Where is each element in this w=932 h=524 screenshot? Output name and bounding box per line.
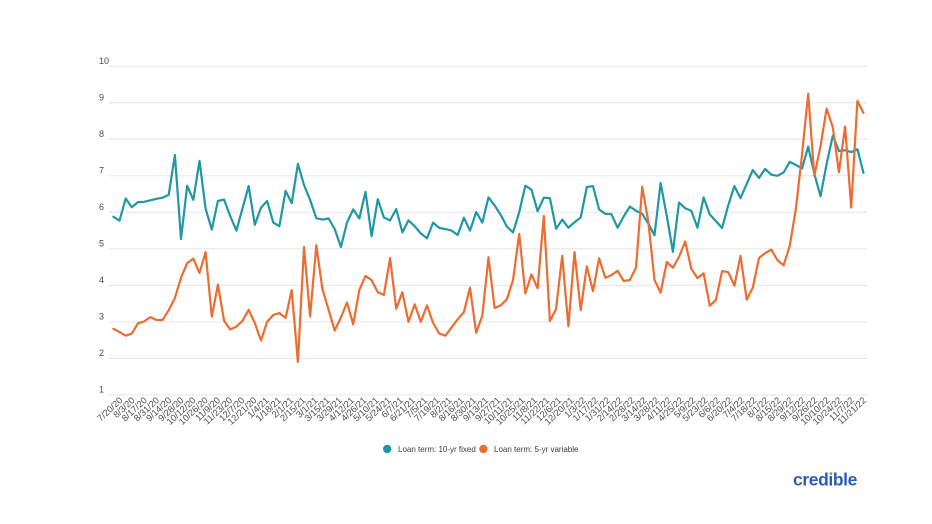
- svg-text:8: 8: [99, 129, 104, 139]
- svg-text:Loan term: 5-yr variable: Loan term: 5-yr variable: [494, 445, 579, 454]
- svg-text:3: 3: [99, 311, 104, 321]
- svg-text:4: 4: [99, 275, 104, 285]
- svg-text:9: 9: [99, 92, 104, 102]
- svg-text:5: 5: [99, 238, 104, 248]
- svg-text:1: 1: [99, 384, 104, 394]
- svg-text:credıble: credıble: [793, 470, 858, 490]
- svg-text:2: 2: [99, 348, 104, 358]
- svg-text:10: 10: [99, 56, 109, 66]
- svg-text:Loan term: 10-yr fixed: Loan term: 10-yr fixed: [398, 445, 476, 454]
- svg-text:7: 7: [99, 165, 104, 175]
- svg-text:6: 6: [99, 202, 104, 212]
